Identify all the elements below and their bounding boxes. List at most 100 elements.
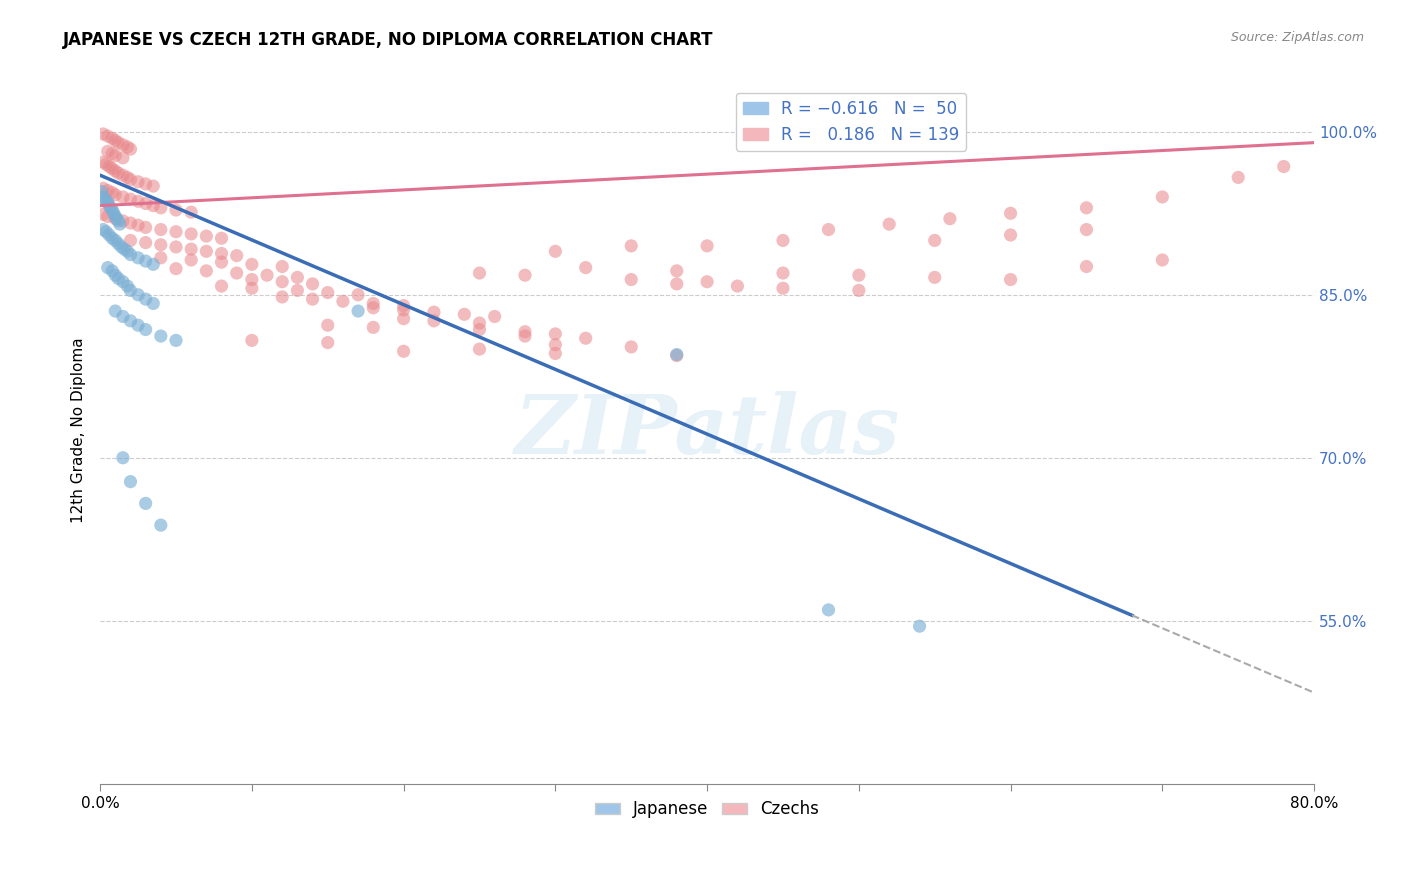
Point (544, 346, 567, 360)
Point (104, 304, 127, 318)
Point (287, 284, 309, 298)
Point (316, 335, 339, 350)
Point (665, 277, 688, 291)
Point (91, 155, 114, 169)
Point (316, 285, 339, 300)
Point (513, 268, 536, 283)
Point (211, 246, 233, 260)
Point (135, 196, 157, 211)
Point (107, 136, 129, 150)
Point (301, 277, 323, 291)
Point (127, 175, 149, 189)
Point (240, 281, 263, 295)
Point (127, 318, 149, 333)
Point (98, 199, 121, 213)
Legend: Japanese, Czechs: Japanese, Czechs (588, 794, 825, 825)
Point (142, 257, 165, 271)
Point (96, 194, 118, 209)
Point (180, 252, 202, 267)
Point (104, 234, 127, 248)
Point (107, 271, 129, 285)
Point (103, 206, 125, 220)
Point (665, 349, 688, 363)
Point (135, 235, 157, 250)
Point (104, 187, 127, 202)
Point (180, 205, 202, 219)
Point (256, 268, 278, 283)
Point (101, 131, 124, 145)
Point (93, 192, 115, 206)
Point (120, 216, 142, 230)
Point (165, 334, 187, 348)
Point (135, 177, 157, 191)
Point (908, 619, 931, 633)
Point (111, 214, 134, 228)
Point (240, 272, 263, 286)
Point (97, 129, 120, 144)
Point (135, 220, 157, 235)
Point (117, 170, 139, 185)
Point (1000, 206, 1022, 220)
Point (513, 329, 536, 343)
Point (665, 264, 688, 278)
Point (111, 151, 134, 165)
Point (848, 268, 870, 283)
Point (361, 320, 384, 334)
Point (453, 307, 475, 321)
Point (135, 322, 157, 336)
Point (107, 166, 129, 180)
Point (142, 179, 165, 194)
Point (117, 279, 139, 293)
Point (423, 305, 446, 319)
Point (332, 294, 354, 309)
Point (361, 296, 384, 310)
Point (772, 281, 794, 295)
Point (120, 284, 142, 298)
Point (180, 242, 202, 256)
Point (211, 255, 233, 269)
Point (101, 146, 124, 161)
Point (165, 240, 187, 254)
Point (225, 266, 247, 280)
Point (111, 190, 134, 204)
Point (149, 237, 172, 252)
Point (1076, 201, 1098, 215)
Point (111, 137, 134, 152)
Point (165, 202, 187, 217)
Point (127, 287, 149, 301)
Point (468, 322, 491, 336)
Point (97, 210, 120, 224)
Point (105, 211, 128, 226)
Point (91, 207, 114, 221)
Point (149, 329, 172, 343)
Point (165, 261, 187, 276)
Point (127, 194, 149, 209)
Point (98, 227, 121, 242)
Point (287, 270, 309, 285)
Point (107, 214, 129, 228)
Y-axis label: 12th Grade, No Diploma: 12th Grade, No Diploma (72, 338, 86, 524)
Point (195, 229, 218, 244)
Point (271, 275, 294, 289)
Point (665, 347, 688, 361)
Point (195, 244, 218, 259)
Point (575, 331, 598, 345)
Point (96, 157, 118, 171)
Point (195, 264, 218, 278)
Point (111, 168, 134, 182)
Point (347, 304, 370, 318)
Point (117, 140, 139, 154)
Point (392, 299, 415, 313)
Point (120, 314, 142, 328)
Point (240, 257, 263, 271)
Point (112, 242, 135, 256)
Point (211, 231, 233, 245)
Point (1152, 190, 1174, 204)
Point (97, 195, 120, 210)
Point (98, 160, 121, 174)
Point (149, 201, 172, 215)
Point (848, 284, 870, 298)
Point (101, 186, 124, 200)
Point (240, 334, 263, 348)
Point (108, 217, 131, 231)
